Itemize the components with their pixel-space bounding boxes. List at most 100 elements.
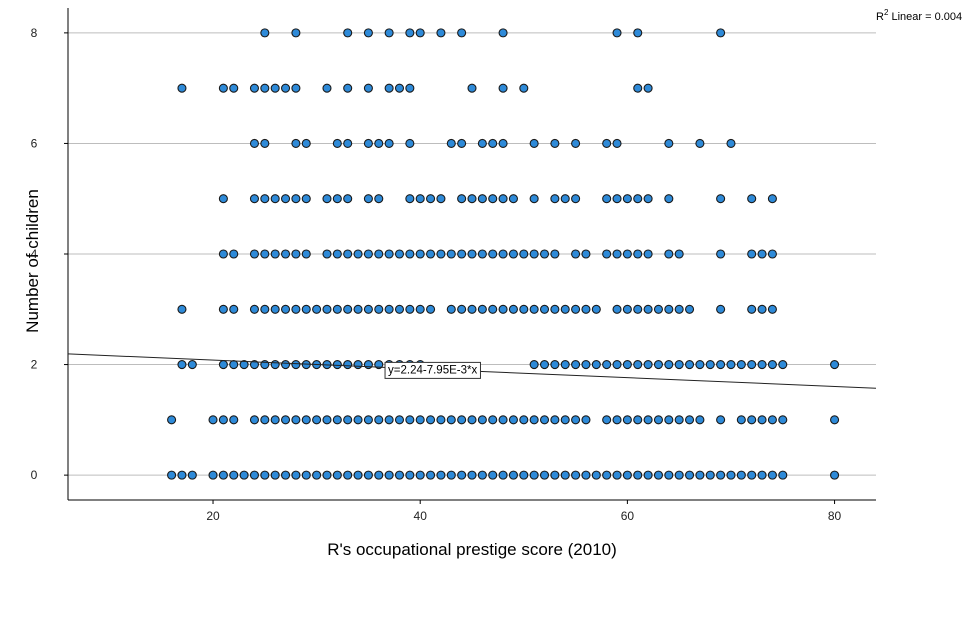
data-point <box>280 360 291 370</box>
data-point <box>426 304 436 314</box>
data-point <box>229 304 239 314</box>
data-point <box>571 194 581 204</box>
data-point <box>612 470 622 480</box>
data-point <box>291 194 301 204</box>
data-point <box>374 470 384 480</box>
data-point <box>747 249 757 259</box>
data-point <box>260 194 270 204</box>
y-axis-title: Number of children <box>23 189 42 333</box>
data-point <box>736 415 746 425</box>
data-point <box>498 28 508 38</box>
data-point <box>571 470 581 480</box>
data-point <box>830 470 840 480</box>
data-point <box>322 249 332 259</box>
data-point <box>249 470 260 480</box>
data-point <box>270 304 280 314</box>
data-point <box>343 415 353 425</box>
data-point <box>332 138 342 148</box>
data-point <box>643 360 653 370</box>
data-point <box>218 249 228 259</box>
data-point <box>550 360 560 370</box>
data-point <box>208 470 218 480</box>
data-point <box>591 360 601 370</box>
data-point <box>343 360 353 370</box>
data-point <box>332 194 342 204</box>
data-point <box>508 194 518 204</box>
data-point <box>229 360 239 370</box>
data-point <box>260 28 270 38</box>
data-point <box>280 249 291 259</box>
data-point <box>405 138 415 148</box>
fit-line-group: y=2.24-7.95E-3*x <box>67 353 877 389</box>
data-point <box>488 138 498 148</box>
data-point <box>747 360 757 370</box>
data-point <box>457 28 467 38</box>
data-point <box>716 415 726 425</box>
data-point <box>716 360 726 370</box>
data-point <box>270 360 280 370</box>
data-point <box>612 138 622 148</box>
x-tick-label: 60 <box>621 509 635 523</box>
data-point <box>249 415 260 425</box>
data-point <box>384 83 394 93</box>
data-points <box>167 28 840 480</box>
data-point <box>353 304 363 314</box>
data-point <box>622 249 632 259</box>
data-point <box>280 83 291 93</box>
data-point <box>457 249 467 259</box>
data-point <box>571 415 581 425</box>
data-point <box>322 470 332 480</box>
data-point <box>571 249 581 259</box>
data-point <box>684 360 695 370</box>
data-point <box>674 415 684 425</box>
data-point <box>436 28 446 38</box>
data-point <box>477 194 487 204</box>
x-axis-title: R's occupational prestige score (2010) <box>327 540 617 559</box>
data-point <box>322 194 332 204</box>
data-point <box>415 194 425 204</box>
data-point <box>270 470 280 480</box>
data-point <box>374 415 384 425</box>
data-point <box>301 194 311 204</box>
data-point <box>363 415 373 425</box>
data-point <box>312 304 322 314</box>
data-point <box>757 304 767 314</box>
data-point <box>633 415 643 425</box>
y-tick-label: 0 <box>31 468 38 482</box>
data-point <box>384 470 394 480</box>
data-point <box>622 194 632 204</box>
data-point <box>508 415 518 425</box>
data-point <box>695 138 705 148</box>
data-point <box>736 360 746 370</box>
data-point <box>239 360 249 370</box>
data-point <box>674 249 684 259</box>
data-point <box>716 470 726 480</box>
data-point <box>218 194 228 204</box>
data-point <box>498 138 508 148</box>
data-point <box>633 28 643 38</box>
y-tick-label: 4 <box>31 247 38 261</box>
data-point <box>498 83 508 93</box>
data-point <box>312 415 322 425</box>
data-point <box>446 415 456 425</box>
data-point <box>674 304 684 314</box>
data-point <box>249 83 260 93</box>
data-point <box>301 470 311 480</box>
data-point <box>622 304 632 314</box>
data-point <box>363 304 373 314</box>
data-point <box>312 470 322 480</box>
data-point <box>260 249 270 259</box>
data-point <box>747 194 757 204</box>
y-tick-label: 2 <box>31 358 38 372</box>
data-point <box>539 470 550 480</box>
data-point <box>426 470 436 480</box>
data-point <box>529 194 539 204</box>
data-point <box>602 360 612 370</box>
data-point <box>446 470 456 480</box>
data-point <box>291 138 301 148</box>
data-point <box>643 249 653 259</box>
fit-equation-text: y=2.24-7.95E-3*x <box>388 364 477 376</box>
data-point <box>322 304 332 314</box>
data-point <box>602 194 612 204</box>
